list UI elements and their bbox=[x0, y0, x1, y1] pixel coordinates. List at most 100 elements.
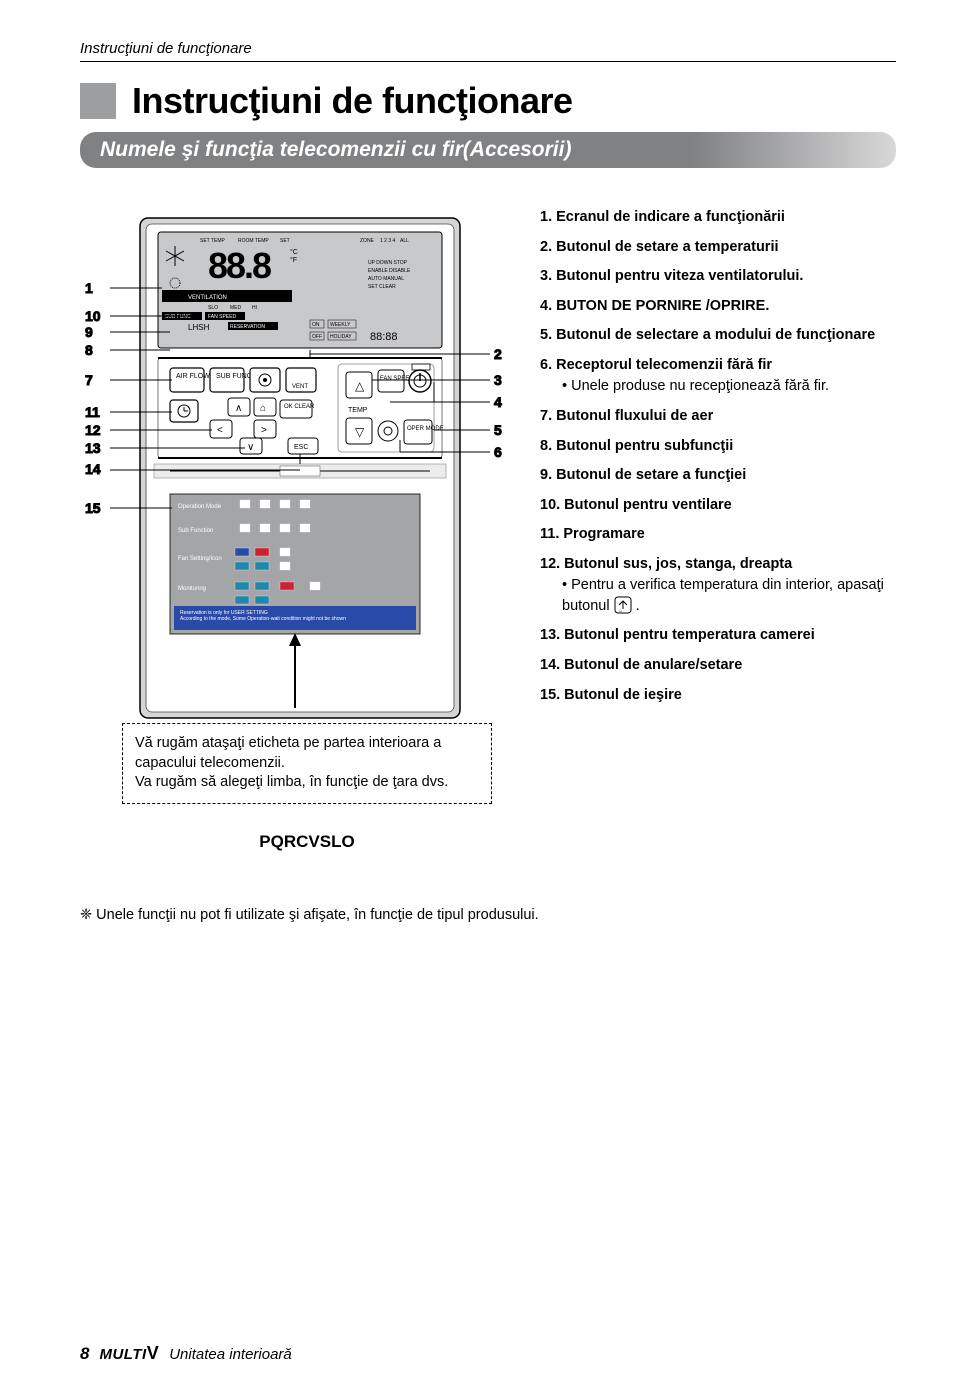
temp-down-button: ▽ bbox=[346, 418, 372, 444]
svg-text:ENABLE DISABLE: ENABLE DISABLE bbox=[368, 268, 411, 274]
footer: 8 MULTIV Unitatea interioară bbox=[80, 1343, 896, 1364]
subtitle-text: Numele şi funcţia telecomenzii cu fir(Ac… bbox=[100, 138, 571, 161]
model-number: PQRCVSLO bbox=[122, 832, 492, 852]
power-button bbox=[409, 370, 431, 392]
svg-text:7: 7 bbox=[85, 372, 93, 388]
settings-button bbox=[250, 368, 280, 392]
svg-text:MED: MED bbox=[230, 305, 242, 311]
svg-text:HI: HI bbox=[252, 305, 257, 311]
svg-text:SLO: SLO bbox=[208, 305, 218, 311]
svg-text:13: 13 bbox=[85, 440, 101, 456]
title-accent-block bbox=[80, 83, 116, 119]
svg-text:SUB FUNC: SUB FUNC bbox=[216, 373, 252, 380]
feature-item: 15. Butonul de ieşire bbox=[540, 686, 896, 706]
svg-text:ALL: ALL bbox=[400, 238, 409, 244]
svg-text:ROOM TEMP: ROOM TEMP bbox=[238, 238, 269, 244]
subtitle-bar: Numele şi funcţia telecomenzii cu fir(Ac… bbox=[80, 132, 896, 168]
header-rule bbox=[80, 61, 896, 62]
svg-text:ESC: ESC bbox=[294, 444, 308, 451]
svg-text:⌂: ⌂ bbox=[260, 403, 266, 414]
svg-text:ON: ON bbox=[312, 322, 320, 328]
right-button: > bbox=[254, 420, 276, 438]
note-line-2: Va rugăm să alegeţi limba, în funcţie de… bbox=[135, 773, 479, 793]
feature-item: 8. Butonul pentru subfuncţii bbox=[540, 437, 896, 457]
svg-text:VENTILATION: VENTILATION bbox=[188, 295, 227, 301]
svg-text:15: 15 bbox=[85, 500, 101, 516]
air-flow-button: AIR FLOW bbox=[170, 368, 210, 392]
svg-text:14: 14 bbox=[85, 461, 101, 477]
home-button: ⌂ bbox=[254, 398, 276, 416]
footer-brand-v: V bbox=[147, 1343, 160, 1363]
svg-text:°C: °C bbox=[290, 248, 298, 256]
feature-item: 5. Butonul de selectare a modului de fun… bbox=[540, 326, 896, 346]
svg-text:⌂: ⌂ bbox=[619, 608, 622, 614]
svg-text:Sub Function: Sub Function bbox=[178, 528, 213, 534]
ir-receiver bbox=[378, 421, 398, 441]
svg-text:>: > bbox=[261, 425, 267, 436]
vent-button: VENT bbox=[286, 368, 316, 392]
svg-text:UP DOWN STOP: UP DOWN STOP bbox=[368, 260, 408, 266]
svg-text:According to the mode, Some Op: According to the mode, Some Operation-wa… bbox=[180, 616, 346, 622]
feature-item: 10. Butonul pentru ventilare bbox=[540, 496, 896, 516]
feature-item: 6. Receptorul telecomenzii fără fir• Une… bbox=[540, 356, 896, 397]
remote-diagram-column: SET TEMP ROOM TEMP SET ZONE 1 2 3 4 ALL … bbox=[80, 208, 510, 852]
footer-brand: MULTIV bbox=[99, 1343, 159, 1364]
feature-item: 4. BUTON DE PORNIRE /OPRIRE. bbox=[540, 297, 896, 317]
feature-item: 13. Butonul pentru temperatura camerei bbox=[540, 626, 896, 646]
svg-text:OFF: OFF bbox=[312, 334, 322, 340]
running-header: Instrucţiuni de funcţionare bbox=[80, 40, 896, 57]
feature-item: 7. Butonul fluxului de aer bbox=[540, 407, 896, 427]
feature-list: 1. Ecranul de indicare a funcţionării 2. … bbox=[540, 208, 896, 705]
title-row: Instrucţiuni de funcţionare bbox=[80, 80, 896, 122]
svg-text:9: 9 bbox=[85, 324, 93, 340]
svg-text:3: 3 bbox=[494, 372, 502, 388]
svg-text:RESERVATION: RESERVATION bbox=[230, 324, 265, 330]
up-button: ∧ bbox=[228, 398, 250, 416]
svg-text:SUB FUNC: SUB FUNC bbox=[165, 314, 191, 320]
timer-button bbox=[170, 400, 198, 422]
svg-text:88:88: 88:88 bbox=[370, 331, 398, 343]
svg-text:12: 12 bbox=[85, 422, 101, 438]
attach-label-note: Vă rugăm ataşaţi eticheta pe partea inte… bbox=[122, 723, 492, 804]
feature-item: 14. Butonul de anulare/setare bbox=[540, 656, 896, 676]
svg-text:ZONE: ZONE bbox=[360, 238, 375, 244]
svg-text:∧: ∧ bbox=[235, 403, 242, 414]
temp-up-button: △ bbox=[346, 372, 372, 398]
svg-text:4: 4 bbox=[494, 394, 502, 410]
svg-text:<: < bbox=[217, 425, 223, 436]
svg-text:∨: ∨ bbox=[247, 442, 254, 453]
svg-text:°F: °F bbox=[290, 256, 297, 264]
svg-text:OK CLEAR: OK CLEAR bbox=[284, 404, 315, 410]
svg-text:TEMP: TEMP bbox=[348, 407, 368, 414]
svg-text:88.8: 88.8 bbox=[208, 245, 271, 286]
feature-item: 9. Butonul de setare a funcţiei bbox=[540, 466, 896, 486]
svg-text:Monitoring: Monitoring bbox=[178, 586, 206, 592]
svg-text:2: 2 bbox=[494, 346, 502, 362]
feature-item: 1. Ecranul de indicare a funcţionării bbox=[540, 208, 896, 228]
svg-text:LHSH: LHSH bbox=[188, 323, 210, 332]
svg-text:VENT: VENT bbox=[292, 384, 308, 390]
ok-clear-button: OK CLEAR bbox=[280, 400, 315, 418]
svg-text:5: 5 bbox=[494, 422, 502, 438]
svg-text:11: 11 bbox=[85, 404, 100, 420]
svg-text:1: 1 bbox=[85, 280, 93, 296]
svg-text:SET TEMP: SET TEMP bbox=[200, 238, 225, 244]
footer-brand-text: MULTI bbox=[99, 1346, 146, 1363]
svg-text:8: 8 bbox=[85, 342, 93, 358]
svg-text:Operation Mode: Operation Mode bbox=[178, 504, 222, 510]
feature-item: 2. Butonul de setare a temperaturii bbox=[540, 238, 896, 258]
svg-text:Fan Setting/Icon: Fan Setting/Icon bbox=[178, 556, 222, 562]
svg-text:6: 6 bbox=[494, 444, 502, 460]
feature-sub: • Pentru a verifica temperatura din inte… bbox=[562, 576, 896, 616]
feature-item: 3. Butonul pentru viteza ventilatorului. bbox=[540, 267, 896, 287]
page-number: 8 bbox=[80, 1344, 89, 1364]
svg-text:△: △ bbox=[355, 379, 365, 393]
svg-text:▽: ▽ bbox=[355, 425, 365, 439]
svg-text:WEEKLY: WEEKLY bbox=[330, 322, 351, 328]
svg-text:AIR FLOW: AIR FLOW bbox=[176, 373, 210, 380]
footnote: ❈ Unele funcţii nu pot fi utilizate şi a… bbox=[80, 907, 896, 923]
note-line-1: Vă rugăm ataşaţi eticheta pe partea inte… bbox=[135, 734, 479, 773]
footer-section: Unitatea interioară bbox=[169, 1346, 292, 1363]
svg-text:SET CLEAR: SET CLEAR bbox=[368, 284, 396, 290]
remote-diagram: SET TEMP ROOM TEMP SET ZONE 1 2 3 4 ALL … bbox=[80, 208, 510, 788]
